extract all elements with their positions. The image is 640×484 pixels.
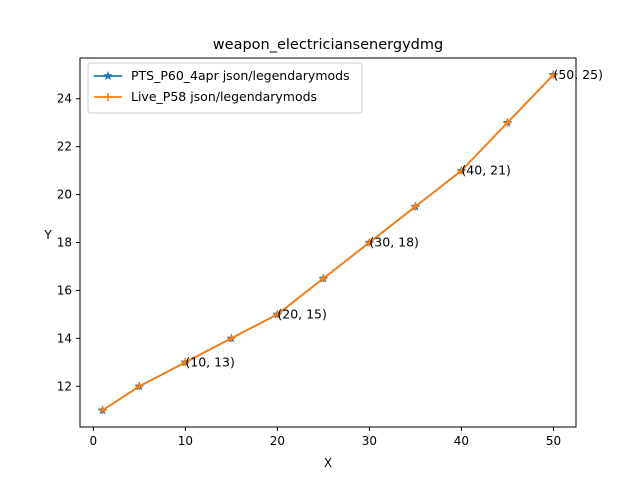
x-tick-label: 10 (178, 434, 193, 448)
y-tick-label: 16 (57, 283, 72, 297)
point-annotation: (30, 18) (369, 235, 419, 250)
data-point (227, 334, 236, 343)
data-point (411, 202, 420, 211)
data-point (457, 166, 466, 175)
y-tick-label: 22 (57, 140, 72, 154)
point-annotation: (20, 15) (277, 306, 327, 321)
legend-label: Live_P58 json/legendarymods (131, 89, 317, 104)
data-point (181, 358, 190, 367)
point-annotation: (50, 25) (553, 67, 603, 82)
data-point (135, 382, 144, 391)
x-tick-label: 30 (362, 434, 377, 448)
y-tick-label: 20 (57, 188, 72, 202)
data-point (549, 70, 558, 79)
x-tick-label: 0 (90, 434, 98, 448)
chart-title: weapon_electriciansenergydmg (213, 37, 443, 53)
y-tick-label: 18 (57, 236, 72, 250)
x-axis-label: X (324, 456, 332, 470)
y-tick-label: 12 (57, 379, 72, 393)
point-annotation: (10, 13) (185, 354, 235, 369)
data-point (365, 238, 374, 247)
legend: PTS_P60_4apr json/legendarymods Live_P58 … (87, 62, 363, 114)
data-point (98, 406, 107, 415)
x-tick-label: 40 (454, 434, 469, 448)
x-tick-label: 50 (546, 434, 561, 448)
y-axis-label: Y (43, 228, 52, 242)
data-point (319, 274, 328, 283)
data-point (273, 310, 282, 319)
data-point (503, 118, 512, 127)
legend-item: PTS_P60_4apr json/legendarymods (94, 68, 350, 83)
legend-item: Live_P58 json/legendarymods (94, 89, 317, 104)
series-2 (98, 70, 558, 415)
plot-area: 0 10 20 30 40 50 12 14 16 18 20 22 24 (10, 13) (20, 15… (57, 57, 603, 448)
point-annotation: (40, 21) (461, 163, 511, 178)
y-tick-label: 14 (57, 331, 72, 345)
legend-marker (102, 70, 114, 81)
legend-box (87, 62, 363, 114)
x-tick-label: 20 (270, 434, 285, 448)
y-tick-label: 24 (57, 92, 72, 106)
legend-label: PTS_P60_4apr json/legendarymods (131, 68, 350, 83)
legend-marker (104, 93, 112, 101)
